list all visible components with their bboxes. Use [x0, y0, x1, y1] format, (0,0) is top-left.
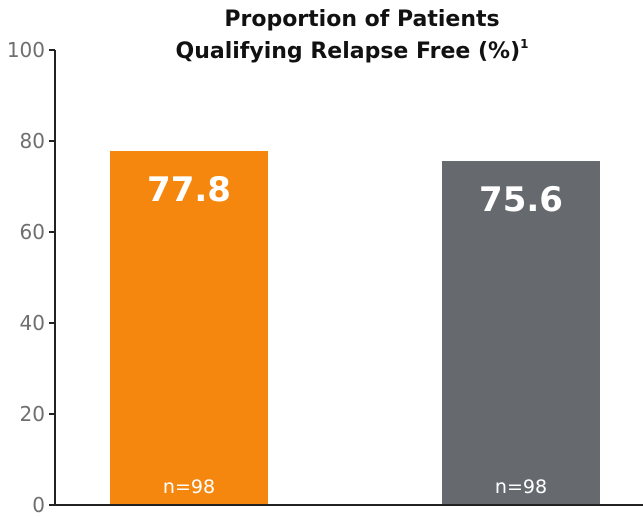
bar-1: [110, 151, 268, 505]
y-tick-label: 80: [20, 129, 45, 153]
chart-title-line-2: Qualifying Relapse Free (%)1: [176, 37, 529, 64]
bar-n-label-1: n=98: [163, 476, 215, 498]
bars-group: 77.8 n=98 75.6 n=98: [110, 151, 600, 505]
bar-value-label-2: 75.6: [479, 180, 563, 220]
chart-title-line-1: Proportion of Patients: [224, 7, 499, 32]
chart-title-line-2-text: Qualifying Relapse Free (%): [176, 39, 521, 64]
y-tick-label: 0: [32, 493, 45, 517]
y-tick-label: 60: [20, 220, 45, 244]
bar-value-label-1: 77.8: [147, 170, 231, 210]
y-tick-label: 40: [20, 311, 45, 335]
bar-2: [442, 161, 600, 505]
y-tick-label: 100: [7, 38, 45, 62]
y-axis-ticks: 0 20 40 60 80 100: [7, 38, 55, 517]
bar-n-label-2: n=98: [495, 476, 547, 498]
y-tick-label: 20: [20, 402, 45, 426]
chart-title-superscript: 1: [520, 37, 528, 51]
